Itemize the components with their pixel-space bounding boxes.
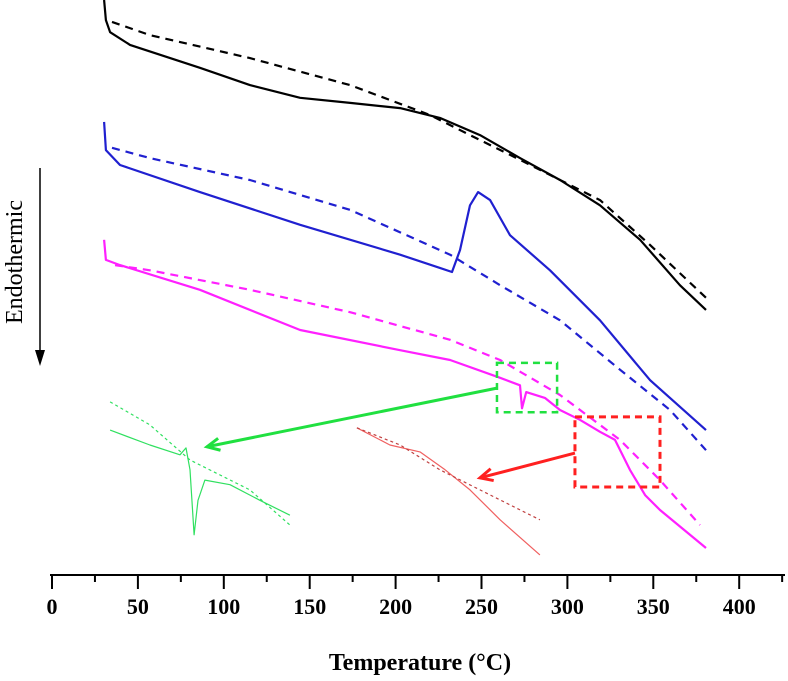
x-tick-label: 350 [637, 594, 670, 619]
green-zoom-box [495, 361, 559, 414]
x-tick-label: 150 [293, 594, 326, 619]
x-tick-label: 50 [127, 594, 149, 619]
x-tick-label: 0 [47, 594, 58, 619]
series-magenta-dashed [114, 264, 701, 526]
series-black-dashed [111, 20, 707, 299]
green-zoom-arrow [206, 386, 498, 449]
series-layer [103, 0, 707, 556]
endothermic-arrow [35, 168, 45, 366]
x-ticks: 0 50 100 150 200 250 300 350 400 [47, 575, 784, 619]
red-zoom-box [573, 415, 662, 489]
series-black-solid [103, 0, 707, 311]
x-tick-label: 300 [551, 594, 584, 619]
green-zoom-arrowhead [203, 437, 221, 452]
x-tick-label: 200 [379, 594, 412, 619]
series-blue-solid [103, 121, 707, 431]
x-axis-title: Temperature (°C) [329, 650, 511, 676]
annotation-layer [203, 361, 662, 489]
series-magenta-solid [103, 239, 707, 549]
y-axis-title: Endothermic [2, 200, 28, 324]
red-zoom-arrowhead [476, 467, 494, 483]
series-red-inset-solid [356, 427, 541, 556]
x-tick-label: 100 [207, 594, 240, 619]
series-green-inset-solid [109, 429, 291, 536]
series-red-inset-dashed [356, 427, 541, 521]
x-tick-label: 400 [723, 594, 756, 619]
series-blue-dashed [111, 146, 707, 451]
x-tick-label: 250 [465, 594, 498, 619]
series-green-inset-dashed [109, 401, 291, 526]
red-zoom-arrow [479, 451, 576, 480]
